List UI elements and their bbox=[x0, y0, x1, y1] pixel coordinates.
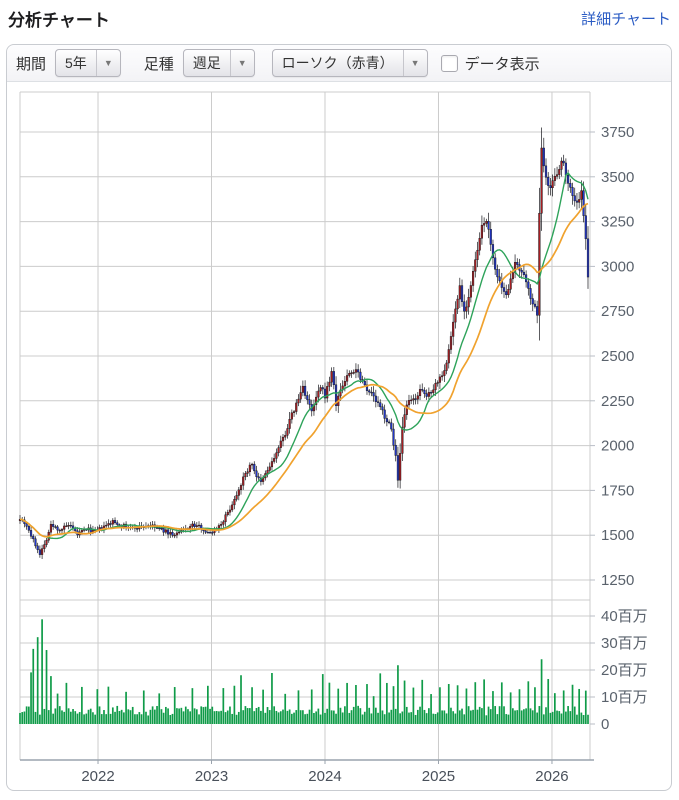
dropdown-separator bbox=[229, 50, 231, 76]
bar-type-select-value: 週足 bbox=[192, 55, 221, 71]
period-select-value: 5年 bbox=[65, 55, 87, 71]
chart-card: 期間 5年 ▼ 足種 週足 ▼ ローソク（赤青） ▼ データ表示 bbox=[6, 44, 672, 791]
candle-style-select[interactable]: ローソク（赤青） ▼ bbox=[271, 49, 428, 77]
period-label: 期間 bbox=[16, 55, 47, 73]
dropdown-caret-icon: ▼ bbox=[237, 58, 247, 68]
page-title: 分析チャート bbox=[8, 11, 110, 30]
data-display-label: データ表示 bbox=[464, 55, 540, 73]
bar-type-select[interactable]: 週足 ▼ bbox=[182, 49, 255, 77]
detail-chart-link[interactable]: 詳細チャート bbox=[581, 11, 671, 28]
dropdown-caret-icon: ▼ bbox=[410, 58, 420, 68]
dropdown-separator bbox=[95, 50, 97, 76]
dropdown-caret-icon: ▼ bbox=[103, 58, 113, 68]
data-display-checkbox[interactable] bbox=[440, 54, 458, 72]
candle-style-select-value: ローソク（赤青） bbox=[281, 55, 394, 71]
period-select[interactable]: 5年 ▼ bbox=[55, 49, 121, 77]
dropdown-separator bbox=[402, 50, 404, 76]
bar-type-label: 足種 bbox=[143, 55, 174, 73]
chart-toolbar: 期間 5年 ▼ 足種 週足 ▼ ローソク（赤青） ▼ データ表示 bbox=[7, 45, 671, 82]
